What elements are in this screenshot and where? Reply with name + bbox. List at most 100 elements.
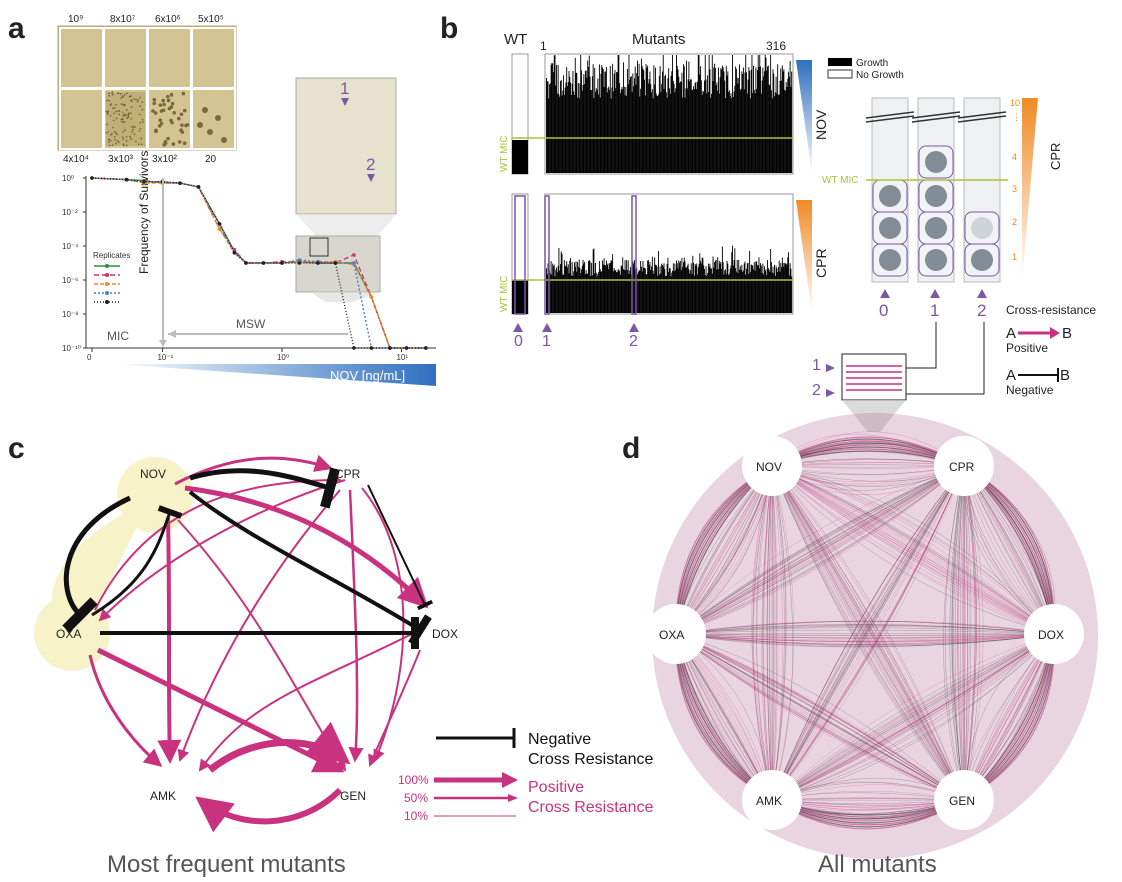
growth-bar: [626, 270, 628, 313]
cpr-scale-label: 3: [1012, 184, 1017, 194]
growth-bar: [612, 91, 614, 173]
growth-bar: [656, 95, 658, 173]
colony-dot: [133, 133, 136, 136]
growth-bar: [742, 67, 744, 173]
colony-dot: [136, 100, 139, 103]
edge: [963, 465, 969, 801]
y-axis-label: Frequency of Survivors: [137, 151, 151, 274]
edge: [675, 633, 965, 801]
colony-dot: [172, 110, 176, 115]
growth-bar: [738, 260, 740, 313]
edge: [963, 465, 980, 801]
caption-d: All mutants: [818, 851, 937, 878]
growth-bar: [707, 273, 709, 313]
node-gen: GEN: [949, 794, 975, 808]
colony-dot: [142, 121, 144, 123]
arrow-right-icon: [502, 772, 518, 788]
edge: [675, 633, 965, 801]
growth-bar: [654, 257, 656, 313]
data-point: [217, 222, 222, 226]
growth-bar: [679, 262, 681, 313]
colony-dot: [108, 138, 110, 141]
growth-bar: [632, 261, 634, 313]
growth-bar: [639, 96, 641, 173]
colony-dot: [215, 115, 221, 121]
growth-bar: [607, 88, 609, 173]
growth-bar: [634, 66, 636, 173]
growth-bar: [685, 88, 687, 173]
edge: [771, 465, 965, 801]
growth-bar: [662, 55, 664, 173]
growth-bar: [559, 96, 561, 173]
growth-bar: [568, 273, 570, 313]
growth-bar: [721, 65, 723, 173]
edge: [771, 465, 1055, 635]
growth-bar: [738, 78, 740, 173]
growth-bar: [557, 64, 559, 173]
edge: [771, 465, 1055, 635]
dilution-label: 8x10⁷: [110, 14, 136, 25]
growth-bar: [680, 82, 682, 173]
edge: [675, 633, 1055, 645]
growth-bar: [644, 267, 645, 313]
colony-spot: [925, 151, 947, 173]
growth-bar: [747, 262, 749, 313]
growth-bar: [680, 269, 682, 313]
edge: [675, 465, 965, 635]
y-tick-label: 10⁻⁴: [62, 242, 79, 251]
growth-bar: [749, 98, 751, 173]
growth-bar: [652, 270, 654, 313]
data-point: [352, 253, 356, 257]
colony-dot: [115, 103, 117, 106]
growth-bar: [589, 261, 591, 313]
colony-spot: [879, 185, 901, 207]
growth-bar: [690, 79, 692, 173]
growth-bar: [637, 274, 638, 313]
legend-marker: [105, 291, 109, 295]
network-all: NOV CPR OXA DOX AMK GEN: [646, 413, 1098, 859]
edge: [771, 633, 1055, 801]
growth-bar: [643, 70, 645, 173]
edge: [675, 465, 965, 635]
colony-dot: [117, 110, 120, 113]
network-legend: Negative Cross Resistance 100% 50% 10% P…: [398, 728, 653, 823]
growth-bar: [604, 71, 606, 173]
growth-bar: [633, 263, 635, 313]
colony-dot: [137, 98, 139, 101]
growth-bar: [623, 86, 625, 173]
growth-bar: [698, 264, 700, 313]
colony-dot: [140, 137, 143, 140]
growth-bar: [584, 84, 586, 173]
colony-dot: [121, 111, 124, 114]
growth-bar: [697, 55, 699, 173]
edge: [675, 465, 965, 635]
growth-bar: [625, 270, 627, 313]
edge: [675, 633, 1055, 647]
growth-bar: [756, 70, 758, 173]
edge: [771, 465, 1055, 635]
growth-bar: [613, 268, 615, 313]
dilution-label: 3x10³: [108, 154, 134, 165]
edge: [675, 465, 965, 635]
growth-bar: [756, 264, 758, 313]
growth-bar: [560, 264, 561, 313]
colony-dot: [108, 144, 111, 147]
growth-bar: [770, 55, 772, 173]
colony-dot: [122, 130, 125, 133]
colony-dot: [158, 103, 163, 107]
edge: [771, 465, 1055, 635]
growth-bar: [699, 74, 701, 173]
edge: [771, 633, 1055, 801]
wt-mic-label: WT MIC: [822, 175, 858, 186]
edge: [675, 465, 965, 635]
edge: [771, 465, 965, 801]
colony-dot: [130, 118, 133, 120]
growth-bar: [784, 263, 786, 313]
growth-bar: [568, 71, 570, 173]
arrow-up-icon: [930, 289, 940, 298]
growth-bar: [788, 275, 790, 313]
growth-bar: [567, 86, 568, 173]
colony-dot: [166, 136, 170, 141]
growth-bar: [584, 70, 586, 173]
growth-bar: [696, 89, 698, 173]
